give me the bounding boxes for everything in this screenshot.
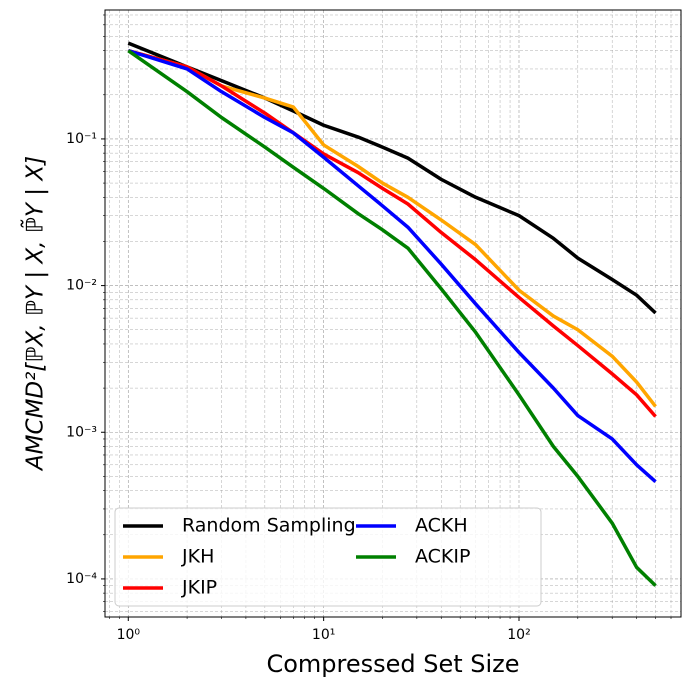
series-line	[127, 48, 657, 408]
series-line	[127, 49, 657, 587]
legend-box	[114, 507, 542, 607]
series-line	[127, 48, 657, 484]
x-tick-label: 10⁰	[117, 627, 141, 643]
y-axis-label: AMCMD²[ℙX, ℙY | X, ℙ̃Y | X]	[19, 156, 48, 472]
series-line	[127, 48, 657, 418]
legend: Random Sampling JKH JKIP ACKH ACKIP	[114, 507, 542, 607]
legend-label: ACKIP	[415, 546, 470, 568]
x-axis-label: Compressed Set Size	[266, 650, 519, 678]
plot-frame	[104, 9, 682, 618]
y-tick-label: 10⁻³	[66, 424, 97, 440]
legend-label: JKIP	[181, 577, 217, 599]
legend-label: ACKH	[415, 515, 468, 537]
y-tick-label: 10⁻²	[66, 278, 97, 294]
legend-label: Random Sampling	[182, 515, 356, 537]
x-tick-label: 10²	[507, 627, 530, 643]
y-tick-label: 10⁻¹	[66, 131, 97, 147]
y-tick-label: 10⁻⁴	[66, 571, 97, 587]
legend-label: JKH	[181, 546, 214, 568]
x-tick-label: 10¹	[312, 627, 335, 643]
